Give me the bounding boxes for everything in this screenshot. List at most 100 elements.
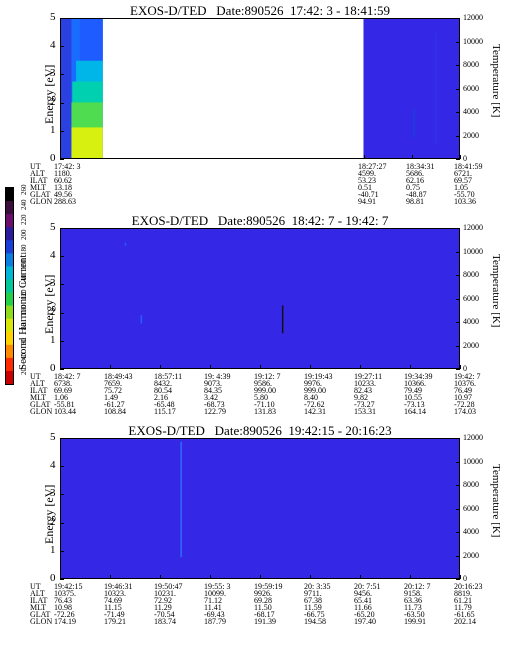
ephemeris-value: 288.63: [54, 197, 76, 206]
y-right-tick-mark: [456, 228, 460, 229]
ephemeris-value: 191.39: [254, 617, 276, 626]
ephemeris-value: 62.16: [406, 176, 424, 185]
spectrogram-image: [61, 439, 459, 578]
ephemeris-value: 0.75: [406, 183, 420, 192]
y-tick-mark: [60, 256, 64, 258]
ephemeris-value: 18:42: 7: [54, 372, 81, 381]
y-right-tick-label: 2000: [463, 550, 479, 560]
x-tick-mark: [364, 155, 365, 159]
data-block: [61, 439, 459, 578]
ephemeris-label: GLAT: [30, 190, 51, 199]
x-tick-mark: [60, 155, 61, 159]
y-right-tick-label: 2000: [463, 130, 479, 140]
ephemeris-value: 79.49: [404, 386, 422, 395]
ephemeris-value: 49.56: [54, 190, 72, 199]
y-right-tick-mark: [456, 88, 460, 90]
ephemeris-value: 18:27:27: [358, 162, 387, 171]
y-tick-mark: [60, 284, 64, 286]
y-axis-label: Energy [eV]: [42, 484, 56, 544]
x-tick-mark: [460, 575, 461, 579]
y-right-tick-label: 8000: [463, 480, 479, 489]
ephemeris-label: UT: [30, 582, 41, 591]
x-tick-mark: [460, 155, 461, 159]
y-right-tick-label: 0: [463, 574, 467, 583]
y-tick-mark: [60, 74, 64, 76]
ephemeris-label: ALT: [30, 589, 45, 598]
ephemeris-value: 10.97: [454, 393, 472, 402]
ephemeris-label: MLT: [30, 393, 47, 402]
ephemeris-value: 98.81: [406, 197, 424, 206]
ephemeris-value: 19: 4:39: [204, 372, 231, 381]
y-right-tick-mark: [456, 579, 460, 580]
ephemeris-value: 1.06: [54, 393, 68, 402]
ephemeris-value: 115.17: [154, 407, 176, 416]
x-tick-mark: [260, 365, 261, 369]
ephemeris-value: -40.71: [358, 190, 379, 199]
ephemeris-value: 179.21: [104, 617, 126, 626]
ephemeris-value: 69.57: [454, 176, 472, 185]
x-tick-mark: [310, 575, 311, 579]
colorbar-swatch: [6, 266, 13, 280]
ephemeris-value: 7659.: [104, 379, 122, 388]
ephemeris-value: 142.31: [304, 407, 326, 416]
ephemeris-value: 19:42: 7: [454, 372, 481, 381]
x-tick-mark: [110, 365, 111, 369]
ephemeris-label: ILAT: [30, 176, 48, 185]
x-tick-mark: [60, 575, 61, 579]
data-streak: [281, 305, 284, 334]
ephemeris-value: -70.54: [154, 610, 175, 619]
y-right-tick-label: 10000: [463, 246, 483, 256]
ephemeris-value: 6738.: [54, 379, 72, 388]
ephemeris-value: 94.91: [358, 197, 376, 206]
ephemeris-value: -48.87: [406, 190, 427, 199]
ephemeris-value: 19:55: 3: [204, 582, 231, 591]
ephemeris-label: GLON: [30, 407, 53, 416]
ephemeris-value: 10366.: [404, 379, 426, 388]
y-right-tick-label: 12000: [463, 223, 483, 232]
y-tick-mark: [60, 522, 64, 524]
data-band: [68, 102, 103, 128]
colorbar-tick-label: 260: [20, 184, 28, 196]
y-tick-mark: [60, 494, 64, 496]
ephemeris-value: 3.42: [204, 393, 218, 402]
ephemeris-value: 84.35: [204, 386, 222, 395]
y-right-tick-mark: [456, 275, 460, 276]
ephemeris-value: 9073.: [204, 379, 222, 388]
x-tick-mark: [260, 575, 261, 579]
ephemeris-value: 10.55: [404, 393, 422, 402]
ephemeris-value: 10375.: [54, 589, 76, 598]
y-tick-label: 4: [50, 459, 56, 472]
ephemeris-value: 202.14: [454, 617, 476, 626]
ephemeris-value: 10233.: [354, 379, 376, 388]
y-right-tick-label: 10000: [463, 36, 483, 46]
colorbar-tick-label: 180: [20, 244, 28, 256]
y-right-tick-mark: [456, 461, 460, 463]
y-right-tick-mark: [456, 65, 460, 66]
ephemeris-value: 122.79: [204, 407, 226, 416]
ephemeris-value: 13.18: [54, 183, 72, 192]
ephemeris-value: 11.59: [304, 603, 322, 612]
ephemeris-value: 61.21: [454, 596, 472, 605]
y-tick-mark: [60, 340, 64, 342]
y-right-tick-mark: [456, 251, 460, 253]
ephemeris-value: 9926.: [254, 589, 272, 598]
spectrogram-image: [61, 19, 459, 158]
ephemeris-value: 74.69: [104, 596, 122, 605]
y-right-axis-label: Temperature [K]: [490, 463, 502, 537]
ephemeris-value: -68.73: [204, 400, 225, 409]
x-tick-mark: [160, 365, 161, 369]
y-axis-label: Energy [eV]: [42, 274, 56, 334]
y-right-tick-mark: [456, 508, 460, 510]
ephemeris-value: 0.51: [358, 183, 372, 192]
y-tick-label: 5: [50, 11, 56, 23]
y-right-tick-mark: [456, 532, 460, 533]
y-right-tick-mark: [456, 41, 460, 43]
ephemeris-value: 999.00: [304, 386, 326, 395]
ephemeris-value: 82.43: [354, 386, 372, 395]
ephemeris-value: -72.62: [304, 400, 325, 409]
ephemeris-value: 10.98: [54, 603, 72, 612]
ephemeris-label: ALT: [30, 379, 45, 388]
ephemeris-value: 65.41: [354, 596, 372, 605]
ephemeris-value: -73.27: [354, 400, 375, 409]
ephemeris-value: 19:12: 7: [254, 372, 281, 381]
